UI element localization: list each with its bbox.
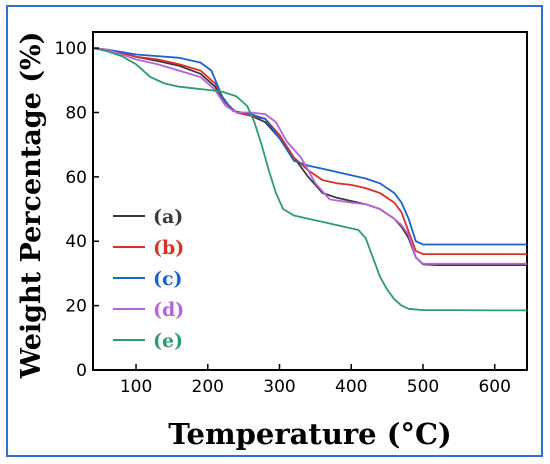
x-tick-label: 200: [192, 377, 224, 397]
x-tick-label: 300: [263, 377, 295, 397]
x-tick-label: 500: [407, 377, 439, 397]
y-tick-label: 80: [65, 103, 87, 123]
series-layer: [92, 47, 527, 312]
x-axis-ticks: 100 200 300 400 500 600: [120, 364, 511, 397]
plot-area: [92, 31, 528, 371]
series-line-4: [92, 47, 527, 265]
y-tick-label: 40: [65, 232, 87, 252]
y-axis-ticks: 0 20 40 60 80 100: [55, 39, 99, 381]
x-axis-title: Temperature (°C): [168, 417, 452, 451]
y-axis-title: Weight Percentage (%): [16, 32, 47, 380]
y-tick-label: 20: [65, 297, 87, 317]
y-tick-label: 100: [55, 39, 87, 59]
legend-label-1: (a): [153, 206, 183, 228]
legend-label-3: (c): [153, 268, 183, 290]
figure-frame: [6, 5, 543, 457]
series-line-5: [92, 47, 527, 312]
y-tick-label: 0: [76, 361, 87, 381]
x-tick-label: 100: [120, 377, 152, 397]
series-line-3: [92, 47, 527, 246]
x-tick-label: 600: [478, 377, 510, 397]
legend-label-2: (b): [153, 237, 184, 259]
legend: (a) (b) (c) (d) (e): [113, 206, 184, 352]
y-tick-label: 60: [65, 168, 87, 188]
legend-label-4: (d): [153, 299, 184, 321]
legend-label-5: (e): [153, 330, 183, 352]
x-tick-label: 400: [335, 377, 367, 397]
